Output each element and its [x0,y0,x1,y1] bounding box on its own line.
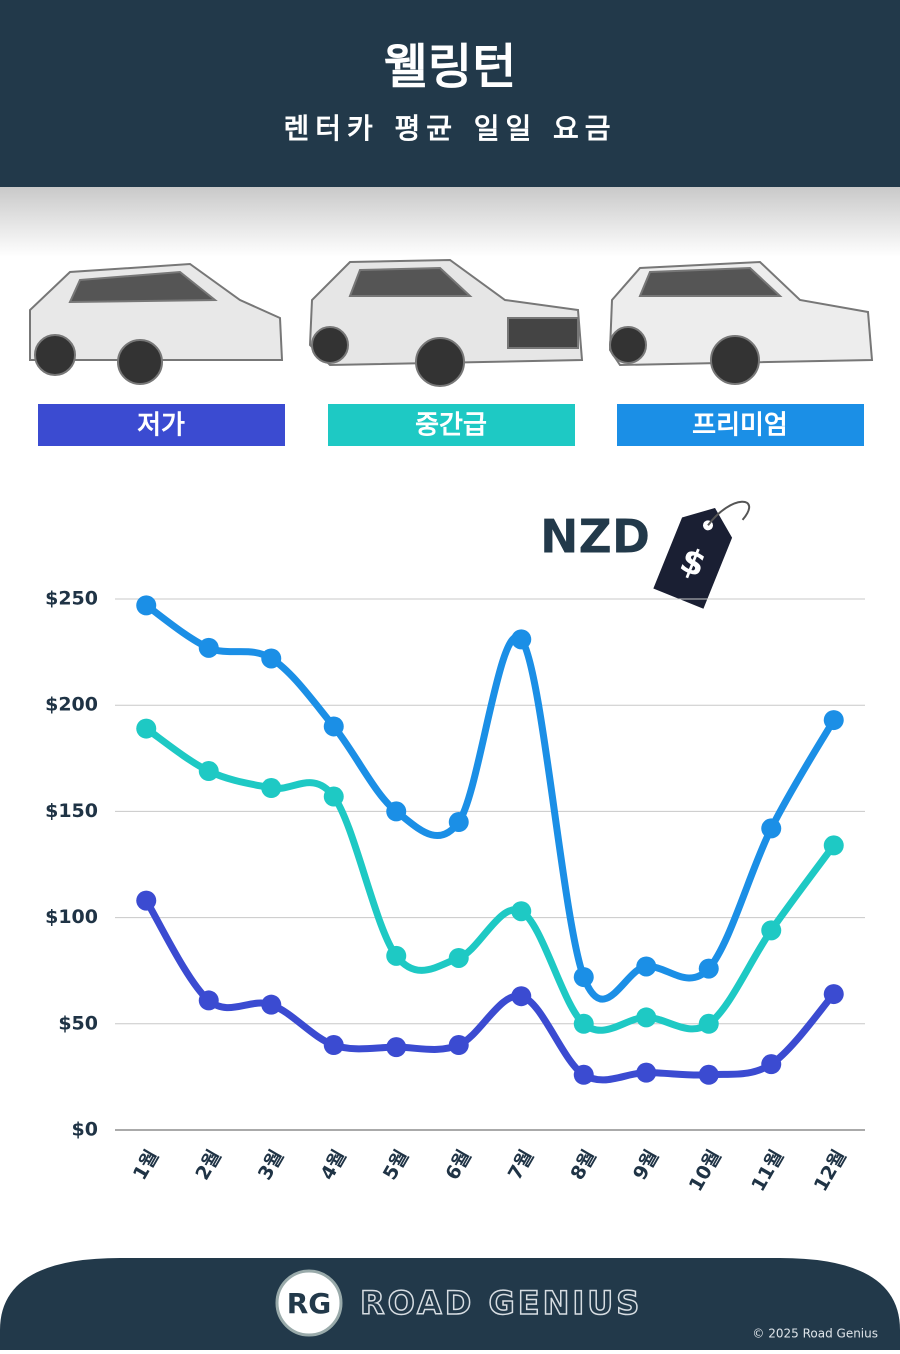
legend-swatch [617,404,864,446]
data-point [636,1007,657,1028]
legend: 저가 중간급 프리미엄 [38,404,864,446]
data-point [636,1062,657,1083]
data-point [198,637,219,658]
header-band [0,0,900,187]
y-tick-label: $0 [72,1119,98,1141]
legend-label: 중간급 [415,411,487,441]
x-tick-label: 8월 [566,1146,600,1184]
data-point [823,835,844,856]
data-point [511,901,532,922]
data-point [823,710,844,731]
data-point [136,890,157,911]
legend-swatch [328,404,575,446]
data-point [136,595,157,616]
legend-label: 프리미엄 [692,411,788,441]
data-point [823,984,844,1005]
data-point [136,718,157,739]
logo-mark: RG [287,1287,332,1320]
y-tick-label: $50 [58,1012,98,1034]
x-tick-label: 10월 [685,1146,726,1195]
data-point [323,786,344,807]
title: 웰링턴 [384,39,516,95]
data-point [573,1013,594,1034]
currency-label: NZD [540,510,650,564]
legend-swatch [38,404,285,446]
data-point [761,1054,782,1075]
data-point [698,1064,719,1085]
data-point [448,812,469,833]
data-point [386,801,407,822]
x-tick-label: 1월 [129,1146,163,1184]
data-point [323,716,344,737]
data-point [448,947,469,968]
data-point [573,967,594,988]
data-point [261,648,282,669]
brand: ROAD GENIUS [360,1284,642,1322]
plot: $0 $50 $100 $150 $200 $250 1월 2월 3월 4월 5월 6월 7월 8월 9월 1… [45,588,865,1195]
x-tick-label: 9월 [629,1146,663,1184]
x-tick-label: 7월 [504,1146,538,1184]
y-tick-label: $200 [45,694,98,716]
data-point [698,958,719,979]
data-point [636,956,657,977]
data-point [261,994,282,1015]
data-point [698,1013,719,1034]
data-point [511,986,532,1007]
car-economy [29,262,284,385]
data-point [761,920,782,941]
x-tick-label: 11월 [747,1146,788,1195]
x-tick-label: 3월 [254,1146,288,1184]
footer-band [0,1258,900,1350]
data-point [386,1037,407,1058]
y-tick-label: $150 [45,800,98,822]
car-midsize [308,258,584,387]
data-point [261,778,282,799]
data-point [323,1035,344,1056]
x-tick-label: 2월 [191,1146,225,1184]
x-tick-label: 6월 [441,1146,475,1184]
data-point [573,1064,594,1085]
data-point [511,629,532,650]
price-tag: $ [650,500,750,612]
x-tick-label: 5월 [379,1146,413,1184]
data-point [198,761,219,782]
data-point [761,818,782,839]
y-tick-label: $250 [45,588,98,610]
data-point [198,990,219,1011]
copyright: © 2025 Road Genius [752,1327,878,1341]
data-point [386,945,407,966]
y-tick-label: $100 [45,906,98,928]
data-point [448,1035,469,1056]
series-line [142,725,838,1034]
car-premium [608,260,874,385]
x-tick-label: 4월 [316,1146,350,1184]
legend-label: 저가 [137,411,185,441]
series-line [142,601,838,1003]
subtitle: 렌터카 평균 일일 요금 [283,112,616,145]
header-shadow [0,187,900,257]
x-tick-label: 12월 [810,1146,851,1195]
logo-circle [275,1269,343,1337]
